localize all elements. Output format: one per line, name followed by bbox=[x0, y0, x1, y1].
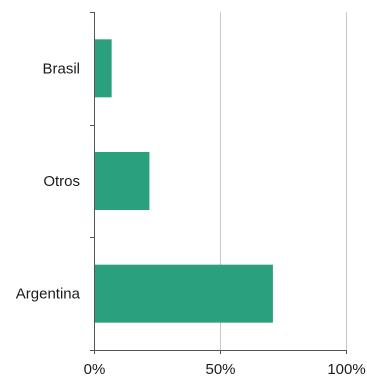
y-tick-label-otros: Otros bbox=[43, 173, 80, 190]
bars bbox=[95, 39, 273, 323]
bar-otros bbox=[95, 152, 150, 210]
x-tick-label-0: 0% bbox=[84, 361, 106, 378]
y-tick-label-brasil: Brasil bbox=[42, 60, 80, 77]
y-axis: Brasil Otros Argentina bbox=[16, 12, 95, 351]
y-tick-label-argentina: Argentina bbox=[16, 286, 81, 303]
x-axis: 0% 50% 100% bbox=[84, 350, 366, 378]
x-tick-label-1: 50% bbox=[205, 361, 235, 378]
bar-argentina bbox=[95, 264, 273, 323]
x-tick-label-2: 100% bbox=[327, 361, 365, 378]
bar-brasil bbox=[95, 39, 112, 98]
